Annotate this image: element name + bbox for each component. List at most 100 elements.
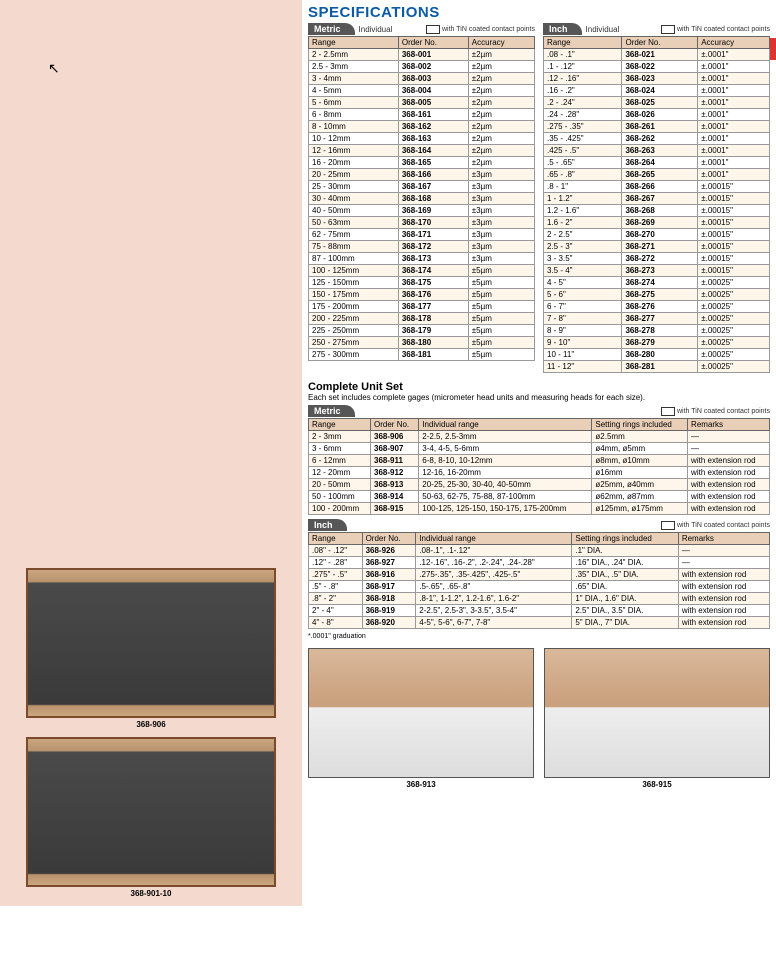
left-column: 368-906 368-901-10 xyxy=(0,0,302,906)
table-row: 10 - 11"368-280±.00025" xyxy=(544,349,770,361)
col-accuracy-i: Accuracy xyxy=(698,37,770,49)
tin-label-3: with TiN coated contact points xyxy=(677,408,770,415)
table-row: .08 - .1"368-021±.0001" xyxy=(544,49,770,61)
table-row: 3 - 3.5"368-272±.00015" xyxy=(544,253,770,265)
table-row: 12 - 16mm368-164±2µm xyxy=(309,145,535,157)
table-row: 12 - 20mm368-91212-16, 16-20mmø16mmwith … xyxy=(309,467,770,479)
tin-swatch-4 xyxy=(661,521,675,530)
col-range-i: Range xyxy=(544,37,622,49)
table-row: 125 - 150mm368-175±5µm xyxy=(309,277,535,289)
table-row: .12 - .16"368-023±.0001" xyxy=(544,73,770,85)
table-row: 62 - 75mm368-171±3µm xyxy=(309,229,535,241)
table-row: 250 - 275mm368-180±5µm xyxy=(309,337,535,349)
table-row: 50 - 100mm368-91450-63, 62-75, 75-88, 87… xyxy=(309,491,770,503)
table-row: 150 - 175mm368-176±5µm xyxy=(309,289,535,301)
product-image-913 xyxy=(308,648,534,778)
table-row: 50 - 63mm368-170±3µm xyxy=(309,217,535,229)
table-row: 3 - 6mm368-9073-4, 4-5, 5-6mmø4mm, ø5mm— xyxy=(309,443,770,455)
col-order-i: Order No. xyxy=(622,37,698,49)
caption-906: 368-906 xyxy=(136,720,165,729)
table-row: 1.2 - 1.6"368-268±.00015" xyxy=(544,205,770,217)
tin-label-4: with TiN coated contact points xyxy=(677,522,770,529)
table-row: 40 - 50mm368-169±3µm xyxy=(309,205,535,217)
table-row: 11 - 12"368-281±.00025" xyxy=(544,361,770,373)
col-accuracy: Accuracy xyxy=(468,37,534,49)
caption-915: 368-915 xyxy=(642,780,671,789)
table-row: 8 - 10mm368-162±2µm xyxy=(309,121,535,133)
table-row: .425 - .5"368-263±.0001" xyxy=(544,145,770,157)
caption-913: 368-913 xyxy=(406,780,435,789)
product-image-915 xyxy=(544,648,770,778)
table-row: 2 - 3mm368-9062-2.5, 2.5-3mmø2.5mm— xyxy=(309,431,770,443)
table-row: 6 - 8mm368-161±2µm xyxy=(309,109,535,121)
table-row: .08" - .12"368-926.08-.1", .1-.12".1" DI… xyxy=(309,545,770,557)
table-row: 9 - 10"368-279±.00025" xyxy=(544,337,770,349)
table-row: 20 - 50mm368-91320-25, 25-30, 30-40, 40-… xyxy=(309,479,770,491)
table-row: 4 - 5"368-274±.00025" xyxy=(544,277,770,289)
table-row: 2.5 - 3mm368-002±2µm xyxy=(309,61,535,73)
table-row: 1 - 1.2"368-267±.00015" xyxy=(544,193,770,205)
tin-label: with TiN coated contact points xyxy=(442,26,535,33)
table-row: 275 - 300mm368-181±5µm xyxy=(309,349,535,361)
tin-swatch xyxy=(426,25,440,34)
tin-swatch-2 xyxy=(661,25,675,34)
table-row: 6 - 12mm368-9116-8, 8-10, 10-12mmø8mm, ø… xyxy=(309,455,770,467)
inch-table: Range Order No. Accuracy .08 - .1"368-02… xyxy=(543,36,770,373)
individual-label-2: Individual xyxy=(586,25,620,34)
table-row: .2 - .24"368-025±.0001" xyxy=(544,97,770,109)
table-row: 100 - 200mm368-915100-125, 125-150, 150-… xyxy=(309,503,770,515)
caption-901-10: 368-901-10 xyxy=(131,889,172,898)
metric-tab-2: Metric xyxy=(308,405,355,417)
table-row: 30 - 40mm368-168±3µm xyxy=(309,193,535,205)
table-row: 225 - 250mm368-179±5µm xyxy=(309,325,535,337)
table-row: 10 - 12mm368-163±2µm xyxy=(309,133,535,145)
table-row: 2.5 - 3"368-271±.00015" xyxy=(544,241,770,253)
table-row: .5" - .8"368-917.5-.65", .65-.8".65" DIA… xyxy=(309,581,770,593)
table-row: 4" - 8"368-9204-5", 5-6", 6-7", 7-8"5" D… xyxy=(309,617,770,629)
set-metric-table: Range Order No. Individual range Setting… xyxy=(308,418,770,515)
table-row: .8 - 1"368-266±.00015" xyxy=(544,181,770,193)
col-order: Order No. xyxy=(398,37,468,49)
individual-label: Individual xyxy=(359,25,393,34)
tin-swatch-3 xyxy=(661,407,675,416)
table-row: 2 - 2.5"368-270±.00015" xyxy=(544,229,770,241)
table-row: 6 - 7"368-276±.00025" xyxy=(544,301,770,313)
table-row: .275" - .5"368-916.275-.35", .35-.425", … xyxy=(309,569,770,581)
table-row: .1 - .12"368-022±.0001" xyxy=(544,61,770,73)
complete-set-title: Complete Unit Set xyxy=(308,381,770,393)
complete-set-desc: Each set includes complete gages (microm… xyxy=(308,393,770,402)
table-row: 100 - 125mm368-174±5µm xyxy=(309,265,535,277)
set-inch-table: Range Order No. Individual range Setting… xyxy=(308,532,770,629)
table-row: 3 - 4mm368-003±2µm xyxy=(309,73,535,85)
tin-label-2: with TiN coated contact points xyxy=(677,26,770,33)
table-row: 1.6 - 2"368-269±.00015" xyxy=(544,217,770,229)
table-row: 200 - 225mm368-178±5µm xyxy=(309,313,535,325)
table-row: .12" - .28"368-927.12-.16", .16-.2", .2-… xyxy=(309,557,770,569)
table-row: 87 - 100mm368-173±3µm xyxy=(309,253,535,265)
table-row: 25 - 30mm368-167±3µm xyxy=(309,181,535,193)
metric-table: Range Order No. Accuracy 2 - 2.5mm368-00… xyxy=(308,36,535,361)
table-row: .5 - .65"368-264±.0001" xyxy=(544,157,770,169)
specifications-title: SPECIFICATIONS xyxy=(308,4,770,21)
table-row: 20 - 25mm368-166±3µm xyxy=(309,169,535,181)
table-row: 3.5 - 4"368-273±.00015" xyxy=(544,265,770,277)
col-range: Range xyxy=(309,37,399,49)
table-row: .275 - .35"368-261±.0001" xyxy=(544,121,770,133)
footnote: *.0001" graduation xyxy=(308,633,770,640)
inch-tab-2: Inch xyxy=(308,519,347,531)
cursor-icon: ↖ xyxy=(48,60,60,77)
side-tab xyxy=(770,38,776,60)
table-row: 7 - 8"368-277±.00025" xyxy=(544,313,770,325)
table-row: 16 - 20mm368-165±2µm xyxy=(309,157,535,169)
table-row: 5 - 6mm368-005±2µm xyxy=(309,97,535,109)
product-image-901-10 xyxy=(26,737,276,887)
metric-tab: Metric xyxy=(308,23,355,35)
table-row: 2" - 4"368-9192-2.5", 2.5-3", 3-3.5", 3.… xyxy=(309,605,770,617)
table-row: .16 - .2"368-024±.0001" xyxy=(544,85,770,97)
inch-tab: Inch xyxy=(543,23,582,35)
table-row: 5 - 6"368-275±.00025" xyxy=(544,289,770,301)
table-row: 8 - 9"368-278±.00025" xyxy=(544,325,770,337)
right-column: SPECIFICATIONS Metric Individual with Ti… xyxy=(302,0,776,906)
table-row: .24 - .28"368-026±.0001" xyxy=(544,109,770,121)
table-row: .65 - .8"368-265±.0001" xyxy=(544,169,770,181)
